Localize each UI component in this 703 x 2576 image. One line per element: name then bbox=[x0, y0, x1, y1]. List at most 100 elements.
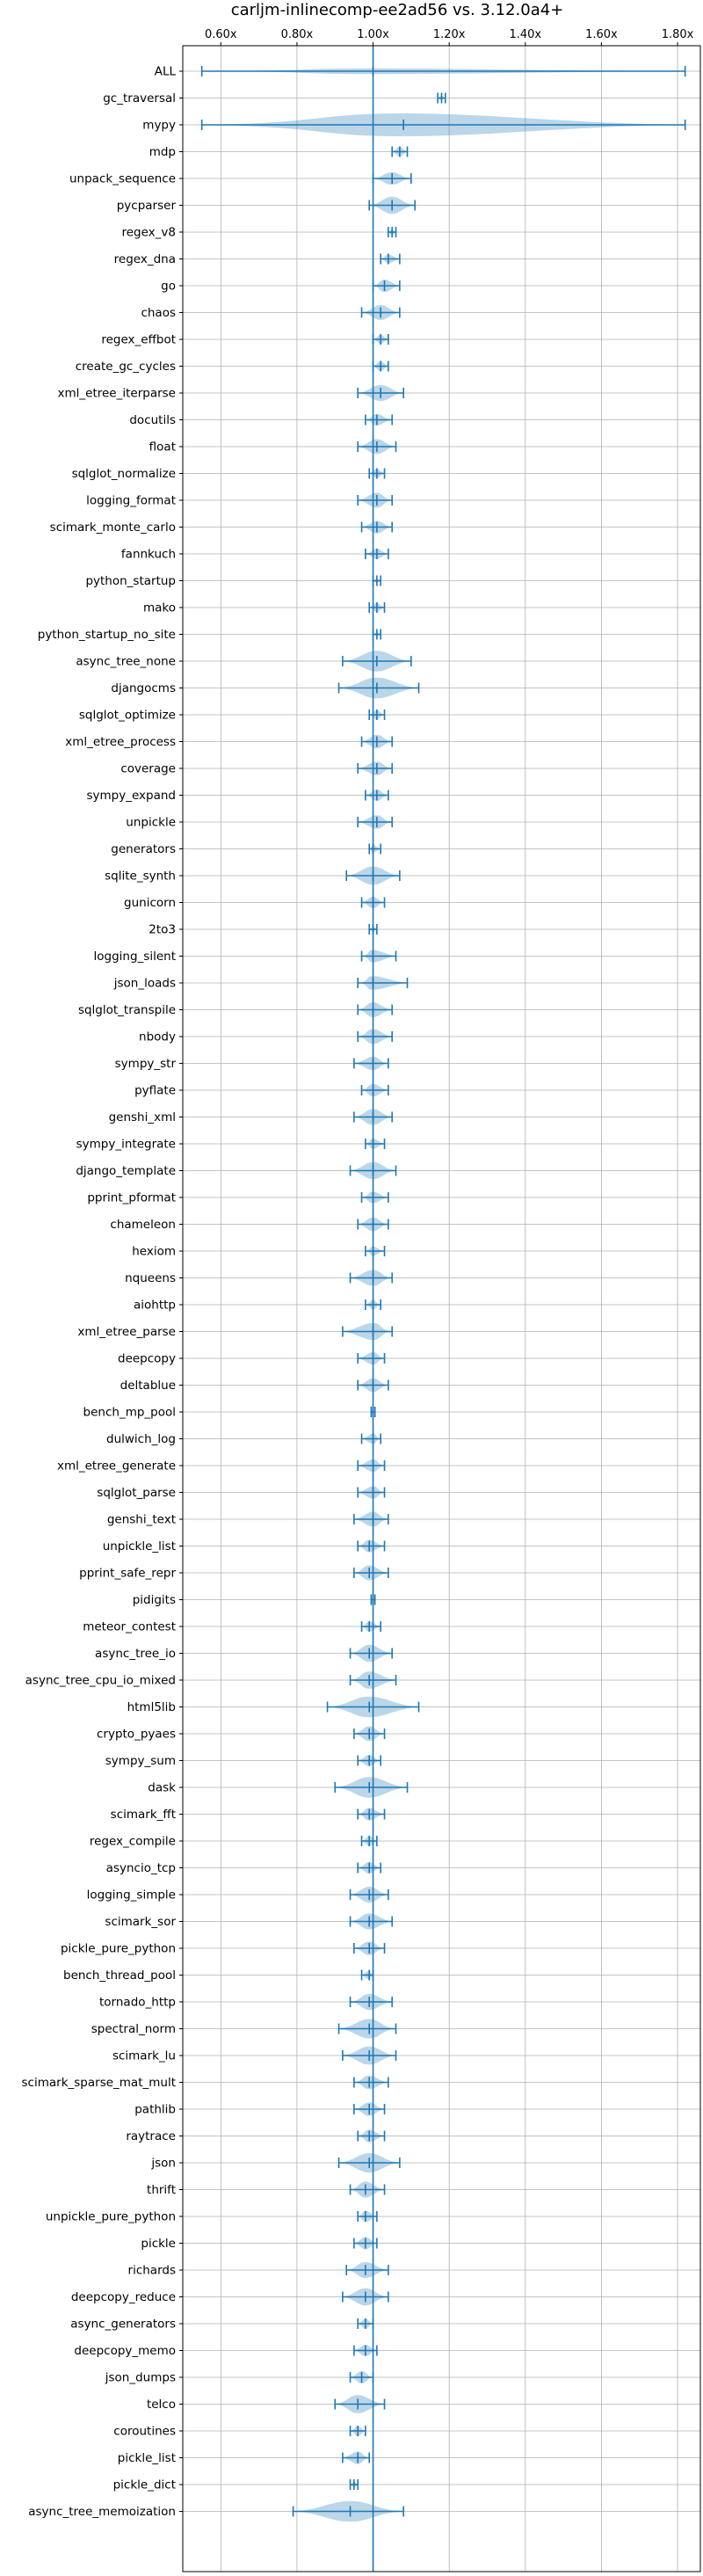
violin-group bbox=[342, 1322, 393, 1341]
category-label: async_generators bbox=[70, 2318, 176, 2332]
violin-group bbox=[357, 1029, 393, 1044]
category-label: create_gc_cycles bbox=[76, 360, 176, 374]
violin-group bbox=[334, 1777, 409, 1798]
category-label: hexiom bbox=[132, 1245, 176, 1259]
violin-group bbox=[360, 1969, 374, 1981]
violin-group bbox=[353, 1726, 386, 1742]
violin-group bbox=[380, 253, 401, 265]
category-label: sqlglot_normalize bbox=[72, 467, 176, 481]
violin-group bbox=[360, 1433, 382, 1444]
category-label: sqlite_synth bbox=[105, 870, 176, 884]
category-label: scimark_fft bbox=[111, 1808, 176, 1822]
category-label: docutils bbox=[129, 413, 176, 427]
violin-group bbox=[365, 414, 393, 426]
violin-group bbox=[357, 439, 397, 455]
category-label: scimark_sor bbox=[105, 1915, 176, 1929]
category-label: mako bbox=[143, 601, 176, 615]
category-label: nqueens bbox=[125, 1271, 176, 1285]
category-label: regex_v8 bbox=[121, 226, 176, 240]
category-label: pprint_pformat bbox=[87, 1191, 176, 1205]
x-tick-label: 1.40x bbox=[509, 28, 541, 41]
category-label: thrift bbox=[147, 2183, 176, 2197]
violin-group bbox=[372, 360, 389, 372]
violin-group bbox=[365, 1246, 386, 1256]
category-label: mypy bbox=[142, 119, 176, 133]
category-label: json bbox=[150, 2157, 176, 2171]
category-label: genshi_xml bbox=[109, 1110, 176, 1124]
category-label: sqlglot_parse bbox=[97, 1486, 176, 1500]
violin-group bbox=[372, 171, 412, 186]
violin-group bbox=[360, 305, 401, 320]
category-label: xml_etree_process bbox=[65, 735, 176, 749]
category-label: sqlglot_optimize bbox=[79, 709, 176, 723]
category-label: chameleon bbox=[110, 1218, 176, 1232]
category-label: pickle bbox=[141, 2237, 176, 2251]
category-label: async_tree_memoization bbox=[28, 2505, 176, 2519]
category-label: sympy_str bbox=[115, 1057, 177, 1071]
category-label: coroutines bbox=[113, 2425, 176, 2439]
axis-layer: 0.60x 0.80x 1.00x 1.20x 1.40x 1.60x 1.80x bbox=[179, 28, 694, 2512]
category-label: django_template bbox=[76, 1164, 176, 1178]
violin-group bbox=[360, 1836, 378, 1846]
category-label: gunicorn bbox=[124, 896, 176, 910]
category-label: djangocms bbox=[111, 681, 176, 695]
violin-group bbox=[353, 2075, 389, 2090]
violin-group bbox=[342, 2288, 389, 2306]
category-label: deltablue bbox=[120, 1379, 176, 1393]
category-label: sympy_integrate bbox=[76, 1138, 176, 1152]
category-label: json_loads bbox=[113, 977, 176, 991]
x-tick-label: 0.60x bbox=[205, 28, 237, 41]
category-label: deepcopy bbox=[118, 1352, 176, 1366]
category-label: html5lib bbox=[127, 1700, 176, 1714]
category-label: telco bbox=[147, 2398, 176, 2412]
category-label: aiohttp bbox=[134, 1299, 176, 1313]
violin-group bbox=[349, 1913, 393, 1930]
category-label: scimark_sparse_mat_mult bbox=[22, 2076, 176, 2090]
category-label: scimark_monte_carlo bbox=[50, 520, 176, 535]
violin-group bbox=[200, 66, 686, 76]
category-label: regex_compile bbox=[90, 1835, 176, 1849]
category-label: pycparser bbox=[117, 199, 177, 213]
violin-group bbox=[349, 1270, 393, 1286]
category-label: xml_etree_parse bbox=[77, 1325, 176, 1339]
category-label: deepcopy_memo bbox=[74, 2344, 176, 2358]
violin-group bbox=[353, 1565, 389, 1581]
violin-group bbox=[360, 1621, 382, 1632]
category-label: pickle_pure_python bbox=[61, 1942, 176, 1956]
violin-group bbox=[342, 2046, 397, 2065]
category-label: mdp bbox=[149, 145, 176, 159]
violin-layer bbox=[200, 66, 686, 2522]
violin-group bbox=[353, 2102, 386, 2116]
violin-group bbox=[372, 334, 389, 345]
violin-group bbox=[342, 2451, 371, 2464]
violin-group bbox=[349, 1886, 389, 1903]
violin-group bbox=[337, 2152, 401, 2173]
x-tick-label: 0.80x bbox=[281, 28, 314, 41]
violin-group bbox=[357, 815, 393, 829]
category-label: regex_dna bbox=[114, 252, 176, 266]
violin-group bbox=[357, 492, 393, 508]
category-label: chaos bbox=[141, 306, 176, 320]
x-tick-label: 1.60x bbox=[585, 28, 618, 41]
category-label: json_dumps bbox=[105, 2371, 176, 2385]
category-label: sympy_sum bbox=[105, 1754, 176, 1768]
category-label: pprint_safe_repr bbox=[79, 1567, 176, 1581]
category-label: pathlib bbox=[134, 2103, 176, 2117]
category-label: dask bbox=[148, 1781, 176, 1795]
violin-group bbox=[357, 1459, 386, 1473]
violin-group bbox=[360, 1191, 389, 1204]
category-label: float bbox=[149, 440, 176, 455]
category-label: 2to3 bbox=[149, 923, 176, 937]
violin-group bbox=[342, 651, 412, 672]
violin-group bbox=[360, 520, 393, 534]
violin-group bbox=[349, 1993, 393, 2011]
category-label: deepcopy_reduce bbox=[71, 2290, 176, 2304]
violin-group bbox=[337, 677, 420, 699]
category-label: unpack_sequence bbox=[69, 172, 176, 186]
category-label: bench_mp_pool bbox=[83, 1406, 176, 1420]
violin-group bbox=[357, 2318, 374, 2329]
violin-group bbox=[357, 1351, 386, 1365]
violin-group bbox=[391, 146, 409, 157]
violin-group bbox=[345, 2261, 389, 2279]
